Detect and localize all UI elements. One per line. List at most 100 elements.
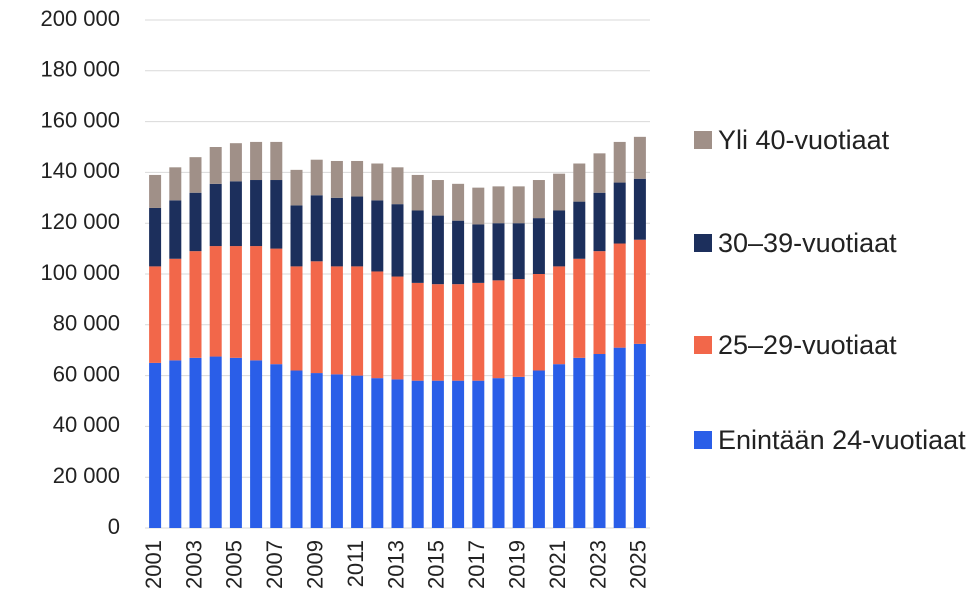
y-tick-label: 20 000: [53, 463, 120, 488]
bar-segment: [431, 380, 444, 528]
bar-segment: [290, 370, 303, 528]
bar-segment: [553, 364, 566, 528]
bar-segment: [452, 183, 465, 221]
bar-segment: [290, 266, 303, 371]
bar-segment: [613, 243, 626, 348]
bar-segment: [573, 163, 586, 202]
bar-segment: [371, 200, 384, 272]
bar-segment: [310, 261, 323, 374]
x-tick-label: 2001: [141, 540, 166, 589]
legend-label: Yli 40-vuotiaat: [718, 125, 890, 155]
x-tick-label: 2011: [343, 540, 368, 587]
bar-segment: [391, 379, 404, 528]
bar-segment: [209, 183, 222, 247]
legend-label: 30–39-vuotiaat: [718, 228, 897, 258]
bar-segment: [229, 181, 242, 247]
bar-segment: [411, 174, 424, 211]
x-tick-label: 2007: [262, 540, 287, 589]
bar-segment: [573, 201, 586, 259]
bar-segment: [209, 147, 222, 184]
bar-segment: [492, 378, 505, 528]
y-tick-label: 200 000: [40, 6, 120, 31]
legend-item: 25–29-vuotiaat: [694, 329, 970, 361]
bar-segment: [492, 186, 505, 224]
x-tick-label: 2009: [303, 540, 328, 589]
bar-segment: [553, 266, 566, 365]
bar-segment: [189, 157, 202, 193]
bar-segment: [472, 380, 485, 528]
bar-segment: [452, 380, 465, 528]
bar-segment: [371, 378, 384, 528]
bar-segment: [613, 347, 626, 528]
bar-segment: [149, 266, 162, 363]
bar-segment: [573, 258, 586, 358]
bar-segment: [391, 167, 404, 205]
bar-segment: [330, 266, 343, 375]
bar-segment: [452, 220, 465, 285]
bar-segment: [411, 282, 424, 381]
legend-label: 25–29-vuotiaat: [718, 330, 897, 360]
x-tick-label: 2017: [464, 540, 489, 589]
bar-segment: [613, 141, 626, 183]
bar-segment: [270, 180, 283, 249]
bar-segment: [149, 207, 162, 267]
bar-segment: [310, 159, 323, 196]
bar-segment: [391, 276, 404, 380]
bar-segment: [209, 246, 222, 357]
bar-segment: [290, 169, 303, 206]
bar-segment: [512, 186, 525, 224]
bar-segment: [472, 224, 485, 283]
bar-segment: [431, 180, 444, 216]
bar-segment: [250, 246, 263, 361]
bar-segment: [149, 174, 162, 208]
legend-swatch: [694, 336, 712, 354]
legend-label: Enintään 24-vuotiaat: [718, 425, 966, 455]
bar-segment: [593, 192, 606, 252]
y-tick-label: 80 000: [53, 311, 120, 336]
bar-segment: [270, 364, 283, 528]
bar-segment: [371, 163, 384, 201]
y-tick-label: 140 000: [40, 158, 120, 183]
y-tick-label: 60 000: [53, 361, 120, 386]
bar-segment: [553, 173, 566, 211]
bar-segment: [492, 280, 505, 379]
bar-segment: [229, 357, 242, 528]
legend-swatch: [694, 131, 712, 149]
bar-segment: [532, 370, 545, 528]
x-tick-label: 2003: [181, 540, 206, 589]
bar-segment: [351, 266, 364, 376]
bar-segment: [149, 362, 162, 528]
bar-segment: [573, 357, 586, 528]
bar-segment: [330, 374, 343, 528]
bar-segment: [391, 204, 404, 277]
x-tick-label: 2021: [545, 540, 570, 589]
bar-segment: [593, 251, 606, 355]
bar-segment: [411, 210, 424, 283]
bar-segment: [512, 223, 525, 280]
bar-segment: [512, 376, 525, 528]
bar-segment: [310, 195, 323, 262]
bar-segment: [532, 274, 545, 371]
bar-segment: [633, 239, 646, 344]
bar-segment: [270, 248, 283, 365]
bar-segment: [593, 153, 606, 193]
bar-segment: [330, 160, 343, 198]
bar-segment: [169, 360, 182, 528]
bar-segment: [209, 356, 222, 528]
bar-segment: [532, 180, 545, 219]
bar-segment: [189, 357, 202, 528]
x-tick-label: 2025: [626, 540, 651, 589]
legend-item: 30–39-vuotiaat: [694, 227, 970, 259]
y-tick-label: 120 000: [40, 209, 120, 234]
bar-segment: [250, 360, 263, 528]
bar-segment: [169, 200, 182, 259]
legend-item: Enintään 24-vuotiaat: [694, 424, 970, 456]
bar-segment: [633, 343, 646, 528]
bar-segment: [633, 136, 646, 179]
bar-segment: [492, 223, 505, 281]
bar-segment: [330, 197, 343, 267]
legend-swatch: [694, 431, 712, 449]
bar-segment: [411, 380, 424, 528]
bar-segment: [229, 246, 242, 358]
